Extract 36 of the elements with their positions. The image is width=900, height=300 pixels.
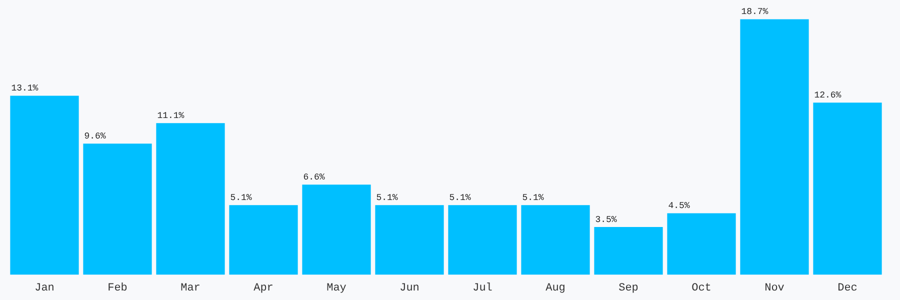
data-label: 5.1% xyxy=(230,193,252,204)
data-label: 5.1% xyxy=(449,193,472,204)
data-label: 3.5% xyxy=(595,214,618,225)
x-tick-label: Feb xyxy=(108,282,128,294)
x-tick-label: Jul xyxy=(472,282,492,294)
bar xyxy=(375,205,444,275)
x-tick-label: May xyxy=(326,282,347,294)
x-tick-label: Oct xyxy=(692,282,712,294)
x-tick-label: Mar xyxy=(180,282,200,294)
x-tick-label: Sep xyxy=(618,282,638,294)
x-tick-label: Jun xyxy=(400,282,420,294)
bar xyxy=(302,184,371,275)
bar xyxy=(594,226,663,275)
bar xyxy=(10,96,79,275)
data-label: 13.1% xyxy=(11,84,39,94)
bar xyxy=(83,144,152,275)
x-tick-label: Apr xyxy=(254,282,274,294)
data-label: 12.6% xyxy=(814,90,842,101)
data-label: 9.6% xyxy=(84,132,106,142)
data-label: 11.1% xyxy=(157,111,185,122)
bar xyxy=(740,19,809,275)
bar xyxy=(229,205,298,275)
bar xyxy=(521,205,590,275)
data-label: 6.6% xyxy=(303,172,326,183)
bar xyxy=(156,123,225,275)
x-tick-label: Jan xyxy=(34,282,54,294)
data-label: 5.1% xyxy=(522,193,544,204)
data-label: 4.5% xyxy=(668,201,690,212)
data-label: 5.1% xyxy=(376,193,398,204)
x-tick-label: Aug xyxy=(546,282,566,294)
bar xyxy=(448,205,517,275)
x-tick-label: Nov xyxy=(764,282,785,294)
bar xyxy=(667,213,736,275)
bar xyxy=(813,102,882,275)
data-label: 18.7% xyxy=(741,7,769,18)
x-tick-label: Dec xyxy=(838,282,858,294)
